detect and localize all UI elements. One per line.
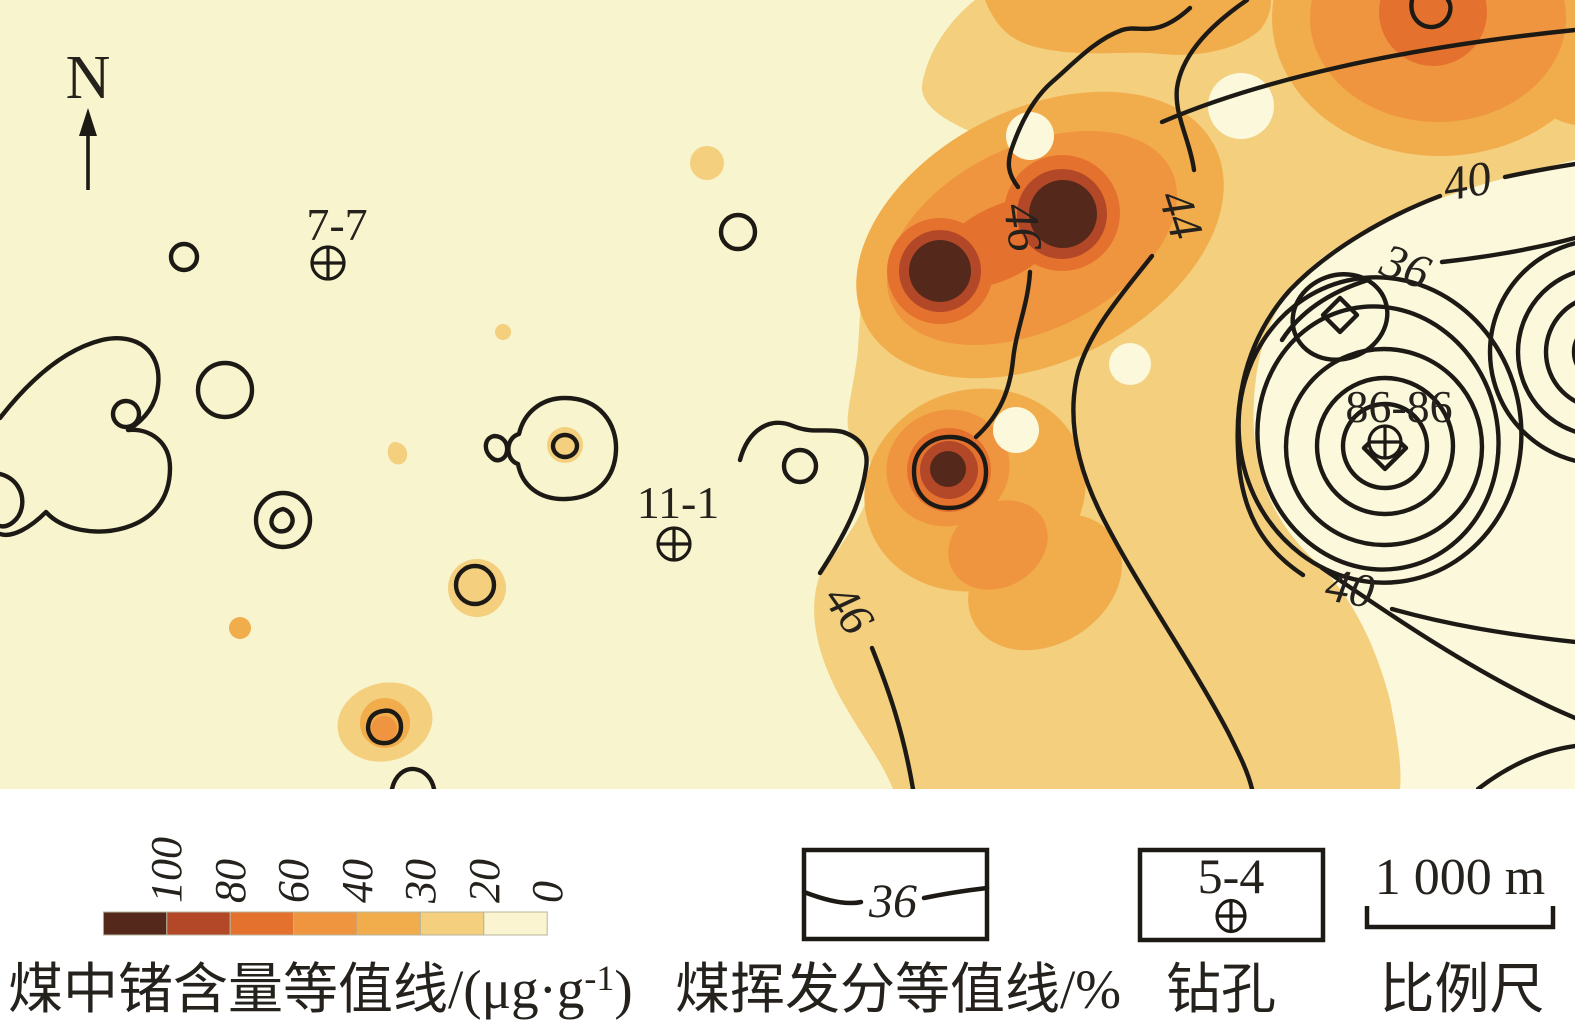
contour-label-40-south: 40 [1322,558,1378,619]
volatile-contour-layer [0,0,1575,789]
borehole-86-86: 86-86 [1345,381,1453,460]
borehole-icon [656,526,692,562]
scale-bar: 1 000 m 比例尺 [1364,849,1556,1020]
ge-colorbar: 100 80 60 40 30 20 0 煤中锗含量等值线/(μg·g-1) [8,837,633,1020]
svg-text:80: 80 [206,859,255,903]
svg-text:100: 100 [142,837,191,903]
borehole-11-1: 11-1 [637,477,720,562]
contour-label-40-north: 40 [1439,151,1495,212]
north-label: N [66,44,111,112]
ge-colorbar-ticks: 100 80 60 40 30 20 0 [142,837,572,904]
borehole-caption: 钻孔 [1166,959,1276,1020]
borehole-11-1-label: 11-1 [637,477,720,528]
volatile-sample-value: 36 [868,875,917,928]
borehole-86-86-label: 86-86 [1345,381,1452,432]
map-area: 46 44 40 36 40 46 7-7 11-1 [0,0,1575,789]
borehole-7-7-label: 7-7 [306,199,367,250]
scale-bar-bracket [1364,906,1556,930]
volatile-legend: 36 煤挥发分等值线/% [675,847,1121,1020]
scale-label: 1 000 m [1375,849,1545,906]
borehole-icon [310,245,346,281]
svg-text:0: 0 [523,881,572,903]
borehole-sample-id: 5-4 [1198,848,1265,904]
svg-text:60: 60 [269,859,318,903]
north-arrow-icon [79,108,97,190]
contour-label-46-north: 46 [993,200,1052,255]
ge-colorbar-swatches [102,911,548,936]
borehole-legend: 5-4 钻孔 [1137,847,1326,1020]
svg-text:20: 20 [460,859,509,903]
svg-text:40: 40 [333,859,382,903]
borehole-icon [1367,424,1403,460]
volatile-caption: 煤挥发分等值线/% [675,959,1121,1020]
north-arrow: N [66,44,111,190]
volatile-sample-line [801,885,990,906]
borehole-7-7: 7-7 [306,199,368,281]
legend: 100 80 60 40 30 20 0 煤中锗含量等值线/(μg·g-1) 3… [8,837,1556,1020]
ge-caption: 煤中锗含量等值线/(μg·g-1) [8,958,633,1020]
svg-text:30: 30 [396,859,445,904]
scale-caption: 比例尺 [1379,959,1544,1020]
station-layer: 7-7 11-1 86-86 [306,199,1453,562]
borehole-icon [1215,898,1247,934]
